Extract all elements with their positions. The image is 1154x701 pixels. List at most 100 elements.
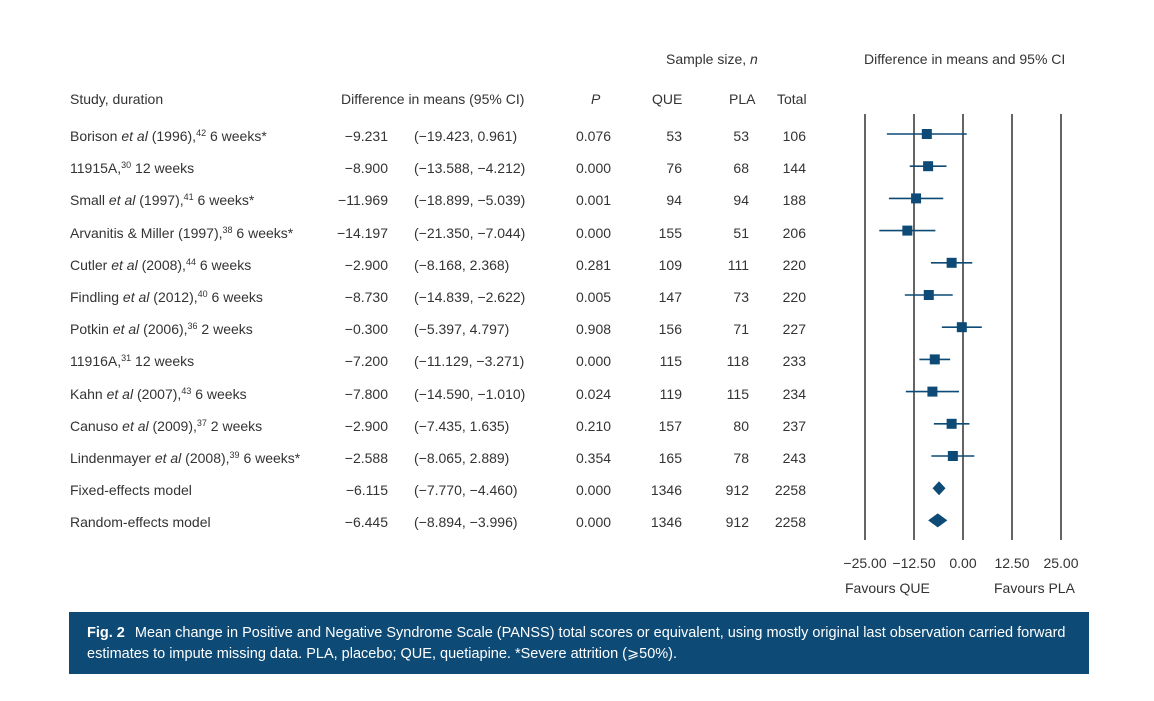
study-name: Potkin et al (2006),36 2 weeks [70,318,253,340]
study-author: Small [70,192,109,209]
point-estimate-marker [946,257,957,268]
p-value: 0.908 [576,321,612,338]
que-count: 53 [666,128,682,144]
total-count: 220 [782,256,806,273]
study-year: (2006), [139,321,188,338]
point-estimate-marker [923,290,934,300]
study-etal: et al [121,128,148,144]
difference-value: −0.300 [344,321,388,338]
pla-count: 71 [733,321,749,338]
study-reference: 39 [229,450,240,460]
x-tick-label: 25.00 [1043,555,1079,571]
que-column-header: QUE [652,91,683,107]
pooled-diamond [932,481,946,496]
study-author: Canuso [70,417,123,434]
que-count: 147 [658,289,682,305]
study-name: Small et al (1997),41 6 weeks* [70,189,254,211]
difference-value: −7.200 [344,353,388,370]
study-etal: et al [111,256,138,273]
que-count: 1346 [650,514,682,531]
study-duration: 6 weeks* [193,192,255,209]
p-value: 0.354 [576,450,612,466]
pla-count: 53 [733,128,749,144]
total-count: 220 [782,289,806,305]
difference-value: −6.445 [344,514,388,531]
study-reference: 31 [121,353,132,364]
study-reference: 40 [197,289,208,299]
total-count: 106 [782,128,806,144]
table-row: Fixed-effects model −6.115 (−7.770, −4.460… [0,479,1154,501]
pla-count: 912 [725,482,749,499]
point-estimate-marker [911,193,922,204]
que-count: 1346 [650,482,682,499]
study-reference: 42 [196,128,207,138]
confidence-interval: (−8.168, 2.368) [414,256,510,273]
study-year: (2008), [181,450,230,466]
difference-column-header: Difference in means (95% CI) [341,91,525,107]
study-name: Kahn et al (2007),43 6 weeks [70,383,247,405]
confidence-interval: (−21.350, −7.044) [414,224,526,241]
x-tick-label: 0.00 [949,555,977,571]
difference-value: −2.900 [344,256,388,273]
confidence-interval: (−5.397, 4.797) [414,321,510,338]
pla-column-header: PLA [729,91,756,107]
pla-count: 118 [726,353,749,370]
que-count: 119 [659,385,682,402]
plot-title: Difference in means and 95% CI [864,51,1066,67]
difference-value: −9.231 [344,128,388,144]
study-duration: 6 weeks [191,385,247,402]
difference-value: −2.900 [344,417,388,434]
que-count: 115 [659,353,682,370]
point-estimate-marker [927,386,938,397]
study-author: Lindenmayer [70,450,155,466]
study-year: (1997), [135,192,184,209]
point-estimate-marker [921,129,932,139]
total-count: 243 [782,450,806,466]
pla-count: 73 [733,289,749,305]
study-reference: 41 [183,192,194,203]
que-count: 155 [658,224,682,241]
study-etal: et al [106,385,134,402]
total-column-header: Total [777,91,807,107]
p-value: 0.076 [576,128,612,144]
favours-pla-label: Favours PLA [994,580,1075,596]
point-estimate-marker [902,225,913,236]
pla-count: 68 [733,160,749,177]
study-name: 11916A,31 12 weeks [70,350,194,372]
total-count: 144 [782,160,806,177]
study-author: Kahn [70,385,107,402]
table-row: Borison et al (1996),42 6 weeks* −9.231 (−… [0,125,1154,147]
sample-size-n: n [750,51,758,67]
table-row: Small et al (1997),41 6 weeks* −11.969 (−1… [0,189,1154,211]
study-duration: 2 weeks [206,417,263,434]
table-row: Arvanitis & Miller (1997),38 6 weeks* −14… [0,222,1154,244]
study-author: Borison [70,128,122,144]
que-count: 94 [666,192,682,209]
study-name: Cutler et al (2008),44 6 weeks [70,254,251,276]
study-reference: 36 [187,321,198,332]
table-row: 11916A,31 12 weeks −7.200 (−11.129, −3.271… [0,350,1154,372]
point-estimate-marker [947,451,958,461]
confidence-interval: (−14.590, −1.010) [414,385,526,402]
pla-count: 111 [727,256,749,273]
study-reference: 43 [181,385,192,396]
que-count: 109 [658,256,682,273]
total-count: 227 [782,321,806,338]
figure-label: Fig. 2 [87,625,125,641]
p-value: 0.000 [576,224,612,241]
study-etal: et al [122,289,150,305]
confidence-interval: (−8.065, 2.889) [414,450,510,466]
p-value: 0.210 [576,417,612,434]
total-count: 2258 [774,482,806,499]
study-author: Fixed-effects model [70,482,192,499]
study-name: Fixed-effects model [70,479,192,501]
difference-value: −8.900 [344,160,388,177]
table-row: Canuso et al (2009),37 2 weeks −2.900 (−7.… [0,415,1154,437]
table-row: Kahn et al (2007),43 6 weeks −7.800 (−14.5… [0,383,1154,405]
study-year: (2008), [137,256,186,273]
table-row: Potkin et al (2006),36 2 weeks −0.300 (−5.… [0,318,1154,340]
p-column-header: P [591,91,600,107]
study-name: Findling et al (2012),40 6 weeks [70,286,263,308]
study-reference: 38 [222,224,233,235]
